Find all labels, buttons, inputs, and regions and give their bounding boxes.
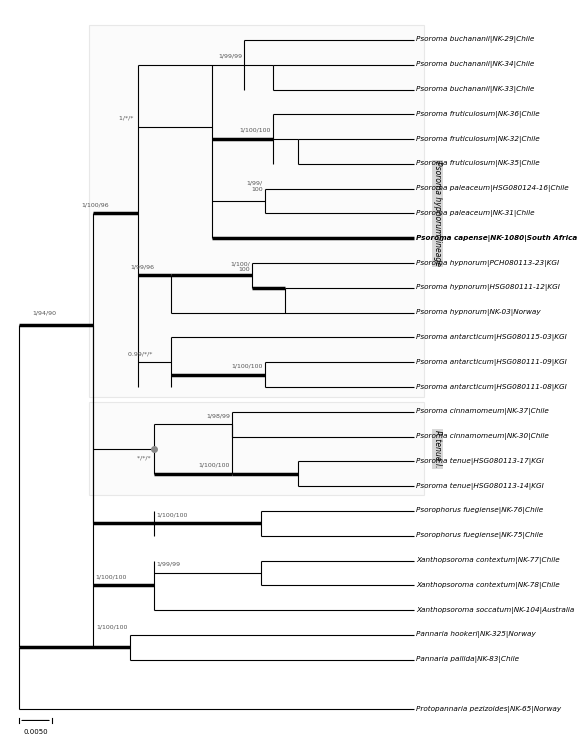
- Text: P. tenue l.: P. tenue l.: [433, 430, 442, 468]
- Text: Psoroma paleaceum|NK-31|Chile: Psoroma paleaceum|NK-31|Chile: [416, 210, 535, 217]
- Text: 1/100/100: 1/100/100: [96, 625, 128, 630]
- Text: Psoroma hypnorum|HSG080111-12|KGI: Psoroma hypnorum|HSG080111-12|KGI: [416, 285, 560, 291]
- Text: Psoroma fruticulosum|NK-35|Chile: Psoroma fruticulosum|NK-35|Chile: [416, 160, 540, 168]
- FancyBboxPatch shape: [89, 25, 425, 397]
- Text: Xanthopsoroma contextum|NK-78|Chile: Xanthopsoroma contextum|NK-78|Chile: [416, 582, 560, 589]
- Text: Psoroma antarcticum|HSG080115-03|KGI: Psoroma antarcticum|HSG080115-03|KGI: [416, 334, 567, 341]
- Text: Psoroma capense|NK-1080|South Africa: Psoroma capense|NK-1080|South Africa: [416, 235, 578, 242]
- Text: 1/100/100: 1/100/100: [231, 364, 263, 369]
- Text: 1/99/99: 1/99/99: [156, 562, 180, 567]
- Text: 1/100/100: 1/100/100: [95, 574, 126, 579]
- Text: 1/100/96: 1/100/96: [82, 202, 109, 208]
- Text: Xanthopsoroma contextum|NK-77|Chile: Xanthopsoroma contextum|NK-77|Chile: [416, 557, 560, 564]
- Text: Psoroma fruticulosum|NK-32|Chile: Psoroma fruticulosum|NK-32|Chile: [416, 135, 540, 143]
- Text: 1/99/96: 1/99/96: [130, 265, 154, 269]
- Text: Psoroma fruticulosum|NK-36|Chile: Psoroma fruticulosum|NK-36|Chile: [416, 111, 540, 118]
- Text: Psoroma paleaceum|HSG080124-16|Chile: Psoroma paleaceum|HSG080124-16|Chile: [416, 185, 569, 192]
- Text: 0.0050: 0.0050: [23, 729, 48, 735]
- Text: Psoroma buchananii|NK-34|Chile: Psoroma buchananii|NK-34|Chile: [416, 61, 535, 68]
- Text: Protopannaria pezizoides|NK-65|Norway: Protopannaria pezizoides|NK-65|Norway: [416, 706, 561, 713]
- Text: 1/98/99: 1/98/99: [206, 413, 230, 418]
- Text: Psoroma cinnamomeum|NK-30|Chile: Psoroma cinnamomeum|NK-30|Chile: [416, 433, 549, 440]
- Text: Psoroma tenue|HSG080113-14|KGI: Psoroma tenue|HSG080113-14|KGI: [416, 483, 544, 490]
- Text: Psoroma cinnamomeum|NK-37|Chile: Psoroma cinnamomeum|NK-37|Chile: [416, 409, 549, 415]
- Text: Pannaria pallida|NK-83|Chile: Pannaria pallida|NK-83|Chile: [416, 656, 519, 663]
- Text: 1/100/100: 1/100/100: [198, 463, 230, 468]
- Text: Xanthopsoroma soccatum|NK-104|Australia: Xanthopsoroma soccatum|NK-104|Australia: [416, 607, 575, 613]
- Text: Psoroma buchananii|NK-33|Chile: Psoroma buchananii|NK-33|Chile: [416, 86, 535, 93]
- Text: 1/94/90: 1/94/90: [32, 310, 56, 315]
- Text: */*/*: */*/*: [136, 455, 152, 460]
- Text: Psorophorus fuegiense|NK-76|Chile: Psorophorus fuegiense|NK-76|Chile: [416, 508, 543, 514]
- Text: Psoroma antarcticum|HSG080111-09|KGI: Psoroma antarcticum|HSG080111-09|KGI: [416, 358, 567, 366]
- FancyBboxPatch shape: [89, 402, 425, 495]
- Text: Psoroma tenue|HSG080113-17|KGI: Psoroma tenue|HSG080113-17|KGI: [416, 458, 544, 465]
- Text: 1/100/100: 1/100/100: [240, 128, 271, 133]
- Text: Psoroma hypnorum|NK-03|Norway: Psoroma hypnorum|NK-03|Norway: [416, 309, 541, 316]
- Text: 1/*/*: 1/*/*: [119, 115, 136, 120]
- Text: 1/100/100: 1/100/100: [156, 512, 188, 517]
- Text: Psoroma hypnorum lineage: Psoroma hypnorum lineage: [433, 161, 442, 266]
- Text: Psoroma antarcticum|HSG080111-08|KGI: Psoroma antarcticum|HSG080111-08|KGI: [416, 384, 567, 391]
- Text: Psorophorus fuegiense|NK-75|Chile: Psorophorus fuegiense|NK-75|Chile: [416, 532, 543, 539]
- Text: 1/99/99: 1/99/99: [218, 53, 242, 58]
- Text: 0.99/*/*: 0.99/*/*: [128, 351, 154, 356]
- Text: 1/100/
100: 1/100/ 100: [231, 262, 251, 272]
- Text: Pannaria hookeri|NK-325|Norway: Pannaria hookeri|NK-325|Norway: [416, 631, 536, 638]
- Text: Psoroma hypnorum|PCH080113-23|KGI: Psoroma hypnorum|PCH080113-23|KGI: [416, 259, 559, 267]
- Text: 1/99/
100: 1/99/ 100: [246, 181, 263, 191]
- Text: Psoroma buchananii|NK-29|Chile: Psoroma buchananii|NK-29|Chile: [416, 36, 535, 44]
